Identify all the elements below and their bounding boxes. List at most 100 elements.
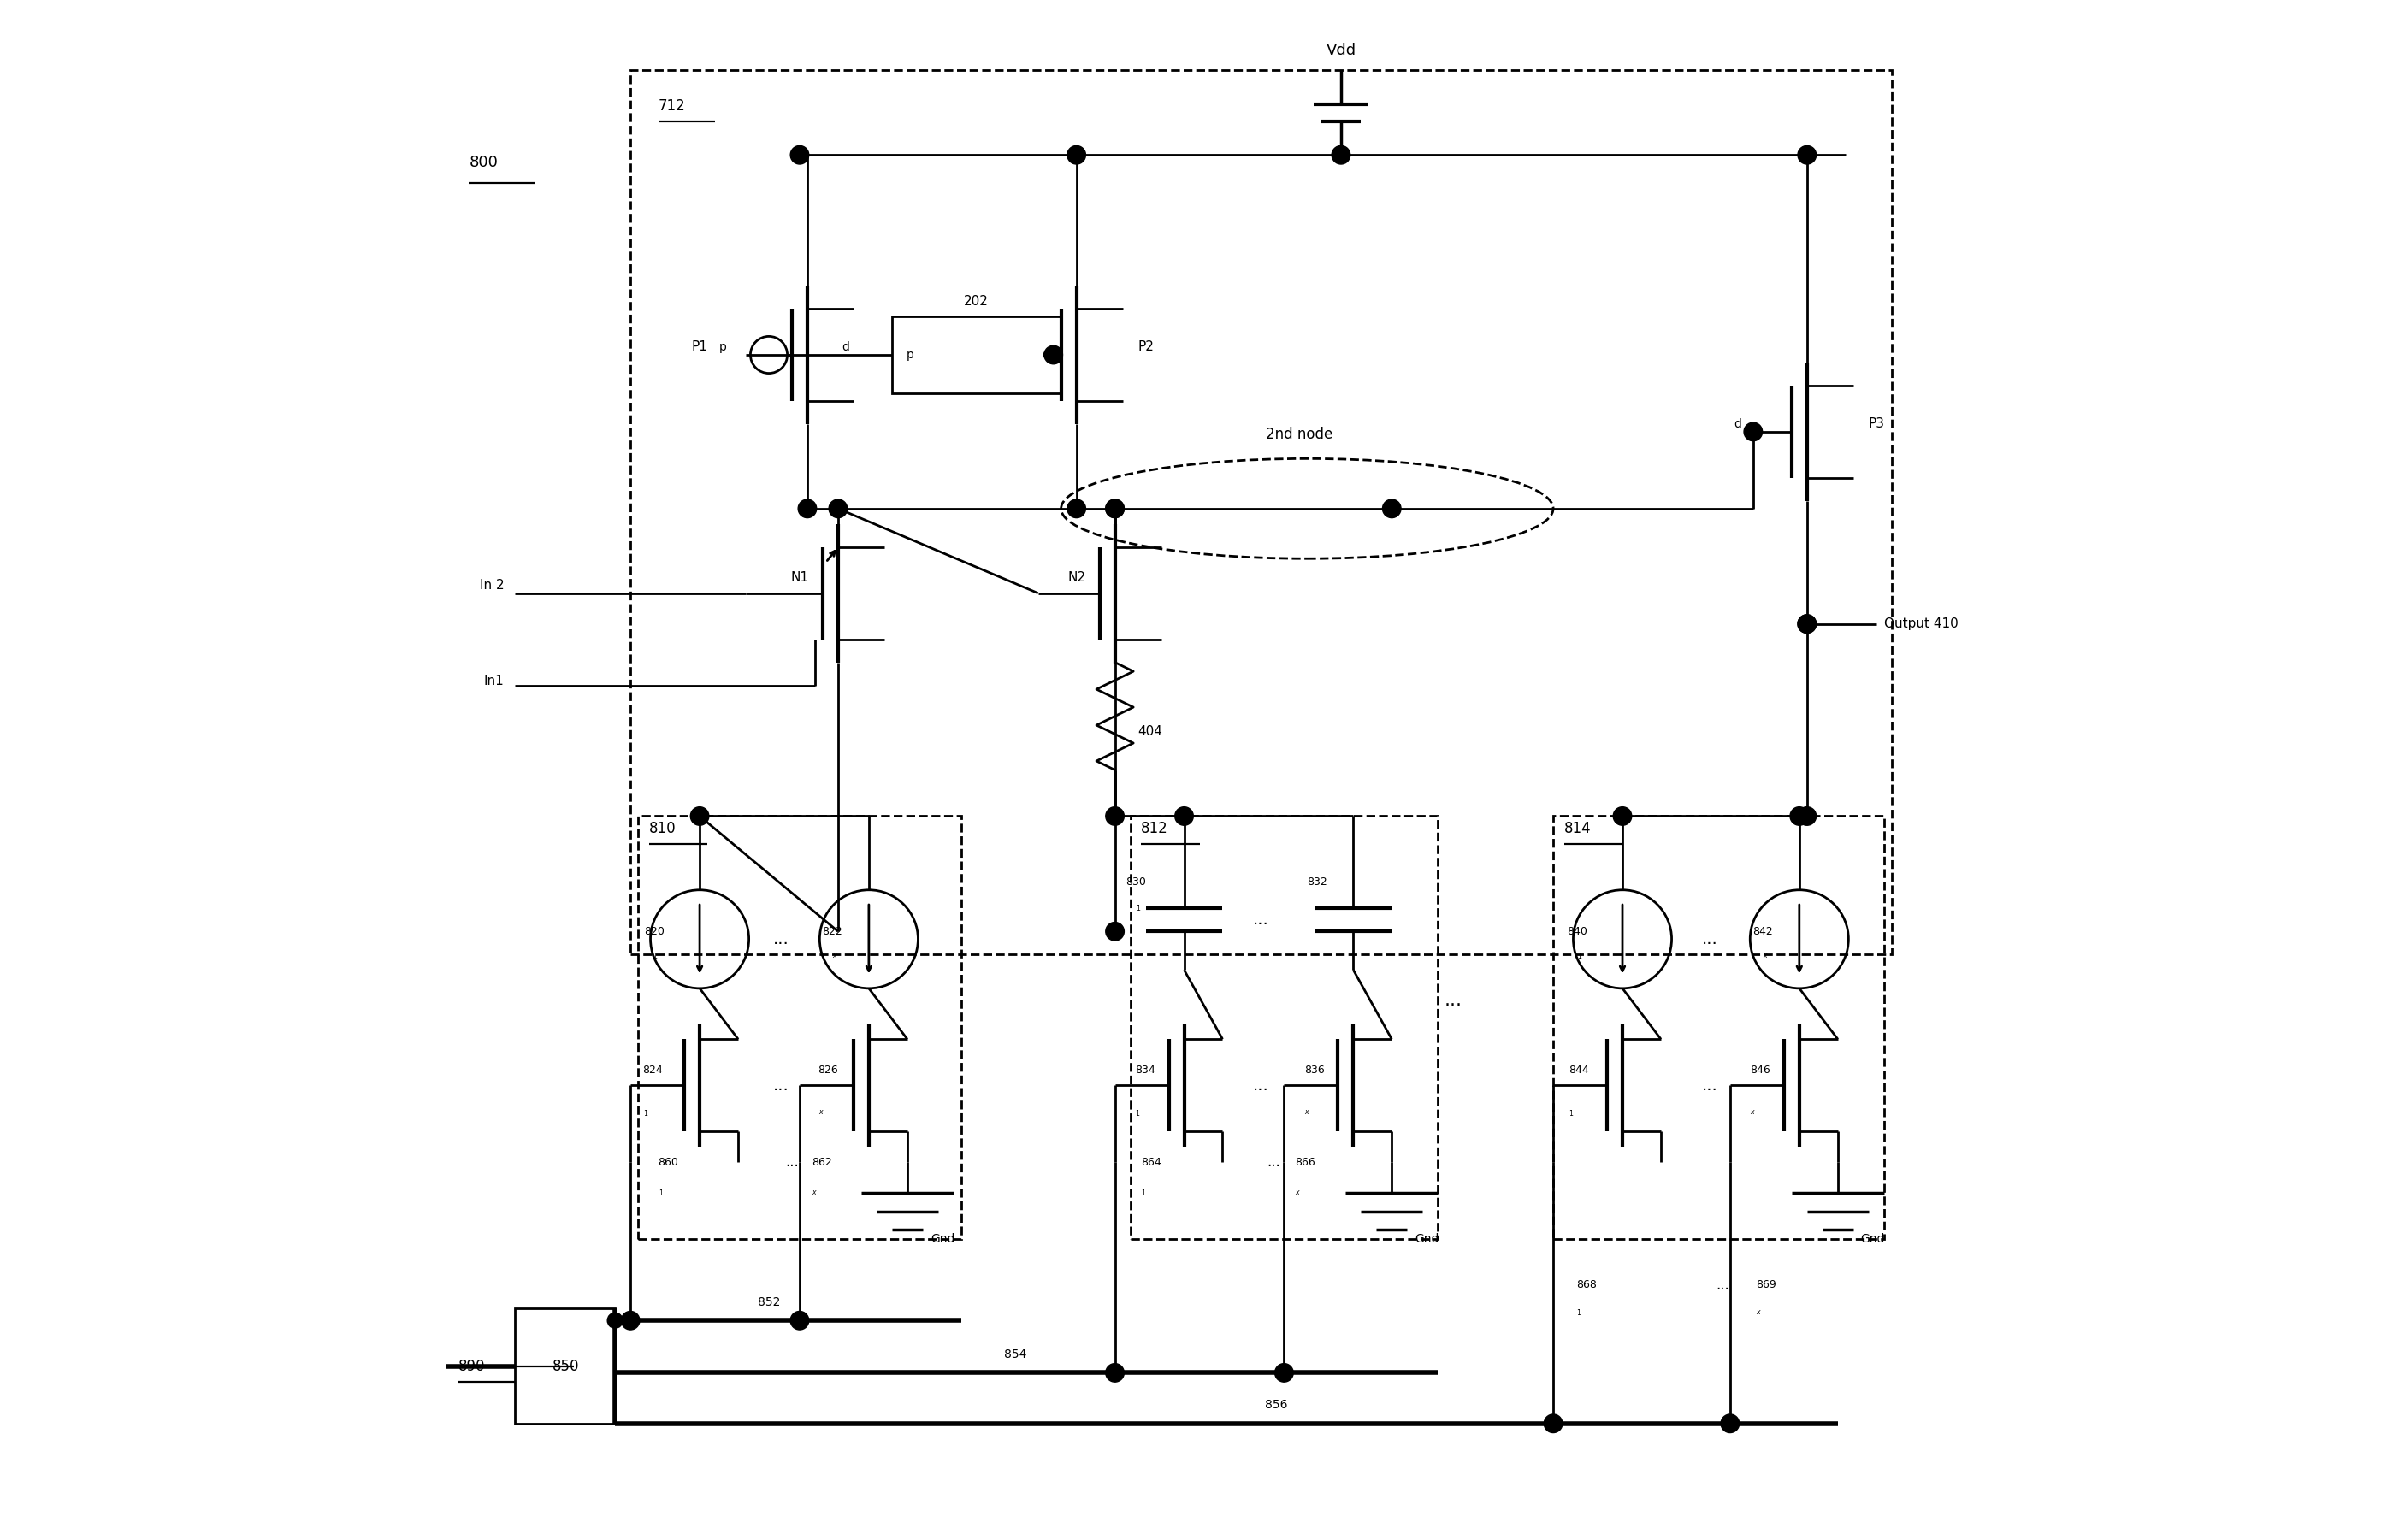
Text: In1: In1	[485, 675, 504, 687]
Text: 856: 856	[1264, 1398, 1288, 1411]
Text: Output 410: Output 410	[1883, 618, 1958, 630]
Text: d: d	[1734, 417, 1742, 430]
Text: 404: 404	[1137, 725, 1164, 738]
Text: N2: N2	[1068, 571, 1084, 584]
Circle shape	[1797, 614, 1816, 633]
Text: 852: 852	[758, 1297, 780, 1307]
Text: $_1$: $_1$	[1576, 1307, 1581, 1318]
Text: 810: 810	[648, 821, 677, 836]
Text: $_x$: $_x$	[1756, 1307, 1763, 1317]
Circle shape	[1176, 807, 1192, 825]
Text: $_1$: $_1$	[1142, 1189, 1147, 1198]
Text: 824: 824	[643, 1064, 662, 1075]
Text: 800: 800	[468, 156, 499, 171]
Text: d: d	[1041, 350, 1048, 360]
Text: 890: 890	[458, 1358, 485, 1374]
Circle shape	[1382, 499, 1401, 517]
Circle shape	[1790, 807, 1809, 825]
Text: 862: 862	[811, 1157, 832, 1167]
Text: $_x$: $_x$	[1295, 1189, 1300, 1197]
Bar	[892, 316, 1060, 393]
Text: 712: 712	[657, 99, 686, 114]
Circle shape	[621, 1311, 641, 1329]
Text: ...: ...	[784, 1155, 799, 1170]
Text: $_x$: $_x$	[818, 1109, 823, 1117]
Text: 832: 832	[1307, 876, 1327, 887]
Text: p: p	[720, 342, 727, 353]
Circle shape	[830, 499, 847, 517]
Text: $_x$: $_x$	[1317, 904, 1322, 912]
Circle shape	[789, 146, 808, 165]
Text: ...: ...	[1701, 1076, 1718, 1093]
Text: 866: 866	[1295, 1157, 1315, 1167]
Text: Gnd: Gnd	[1415, 1234, 1439, 1244]
Text: 854: 854	[1003, 1349, 1027, 1360]
Text: 864: 864	[1142, 1157, 1161, 1167]
Text: $_1$: $_1$	[643, 1109, 648, 1120]
Text: ...: ...	[1267, 1155, 1281, 1170]
Circle shape	[1274, 1363, 1293, 1381]
Text: $_x$: $_x$	[1751, 1109, 1756, 1117]
Circle shape	[607, 1312, 624, 1327]
Text: 830: 830	[1125, 876, 1147, 887]
Text: Gnd: Gnd	[931, 1234, 955, 1244]
Circle shape	[1612, 807, 1631, 825]
Text: P3: P3	[1869, 417, 1886, 431]
Text: P1: P1	[691, 340, 708, 354]
Text: Vdd: Vdd	[1327, 43, 1355, 59]
Text: d: d	[842, 342, 849, 353]
Text: 836: 836	[1305, 1064, 1324, 1075]
Text: 812: 812	[1142, 821, 1168, 836]
Circle shape	[1106, 807, 1125, 825]
Circle shape	[1545, 1414, 1562, 1432]
Circle shape	[1044, 345, 1063, 363]
Text: p: p	[907, 350, 914, 360]
Circle shape	[1720, 1414, 1739, 1432]
Text: N1: N1	[792, 571, 808, 584]
Circle shape	[1106, 1363, 1125, 1381]
Text: 822: 822	[823, 926, 842, 936]
Text: $_1$: $_1$	[653, 952, 657, 962]
Text: 826: 826	[818, 1064, 837, 1075]
Circle shape	[1106, 499, 1125, 517]
Text: 846: 846	[1751, 1064, 1770, 1075]
Circle shape	[1331, 146, 1351, 165]
Text: ...: ...	[1252, 912, 1269, 929]
Text: ...: ...	[1715, 1277, 1730, 1292]
Circle shape	[1744, 422, 1763, 440]
Text: 869: 869	[1756, 1280, 1778, 1291]
Text: $_x$: $_x$	[811, 1189, 818, 1197]
Text: 844: 844	[1569, 1064, 1588, 1075]
Text: ...: ...	[1252, 1076, 1269, 1093]
Circle shape	[1797, 807, 1816, 825]
Text: $_1$: $_1$	[657, 1189, 665, 1198]
Circle shape	[1068, 146, 1087, 165]
Text: Gnd: Gnd	[1862, 1234, 1886, 1244]
Text: $_1$: $_1$	[1569, 1109, 1574, 1120]
Text: $_1$: $_1$	[1135, 904, 1142, 915]
Text: ...: ...	[772, 932, 789, 947]
Text: $_x$: $_x$	[1305, 1109, 1310, 1117]
Text: 842: 842	[1754, 926, 1773, 936]
Text: ...: ...	[772, 1076, 789, 1093]
Text: $_1$: $_1$	[1135, 1109, 1140, 1120]
Circle shape	[789, 1311, 808, 1329]
Text: 860: 860	[657, 1157, 679, 1167]
Text: ...: ...	[1444, 992, 1463, 1009]
Circle shape	[691, 807, 708, 825]
Text: $_1$: $_1$	[1576, 952, 1583, 962]
Text: 814: 814	[1564, 821, 1591, 836]
Text: 820: 820	[643, 926, 665, 936]
Text: 840: 840	[1567, 926, 1588, 936]
Text: In 2: In 2	[480, 579, 504, 591]
Circle shape	[1068, 499, 1087, 517]
Circle shape	[799, 499, 816, 517]
Circle shape	[1106, 922, 1125, 941]
Circle shape	[1797, 146, 1816, 165]
Text: 868: 868	[1576, 1280, 1598, 1291]
Text: 850: 850	[552, 1358, 578, 1374]
Text: $_x$: $_x$	[832, 952, 837, 959]
Text: 202: 202	[964, 294, 988, 308]
Circle shape	[1106, 499, 1125, 517]
Text: 2nd node: 2nd node	[1267, 427, 1334, 442]
